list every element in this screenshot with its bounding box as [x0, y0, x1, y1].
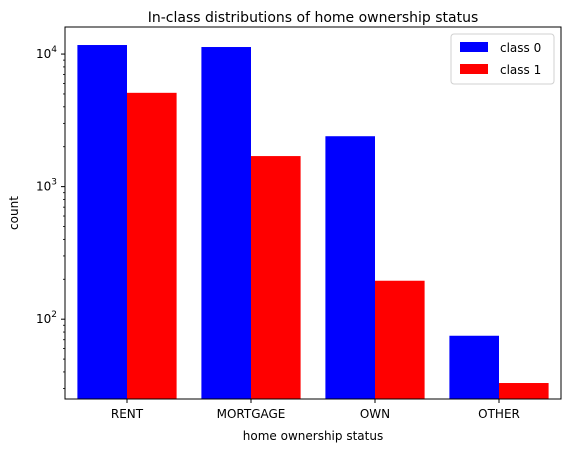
y-axis-label: count — [7, 196, 21, 230]
chart-title: In-class distributions of home ownership… — [148, 10, 479, 26]
legend-swatch-class-0 — [460, 42, 488, 52]
y-tick-label-10-4: 104 — [36, 45, 57, 61]
x-tick-label-mortgage: MORTGAGE — [217, 407, 286, 421]
bar-class-0-other — [449, 335, 499, 399]
legend-label-class-0: class 0 — [500, 41, 541, 55]
y-tick-label-10-3: 103 — [36, 178, 57, 194]
legend-label-class-1: class 1 — [500, 63, 541, 77]
bars-group — [77, 45, 549, 400]
x-tick-label-own: OWN — [360, 407, 390, 421]
x-tick-label-rent: RENT — [111, 407, 144, 421]
bar-class-1-own — [375, 280, 425, 399]
y-tick-label-10-2: 102 — [36, 310, 57, 326]
y-axis: 102 103 104 — [36, 45, 65, 389]
bar-class-1-mortgage — [251, 156, 301, 399]
x-axis: RENT MORTGAGE OWN OTHER — [111, 399, 520, 421]
bar-class-0-mortgage — [201, 47, 251, 400]
bar-class-0-own — [325, 136, 375, 399]
x-tick-label-other: OTHER — [478, 407, 520, 421]
legend-swatch-class-1 — [460, 64, 488, 74]
x-axis-label: home ownership status — [243, 429, 383, 443]
bar-class-0-rent — [77, 45, 127, 400]
legend: class 0 class 1 — [450, 33, 555, 85]
bar-class-1-rent — [127, 92, 177, 399]
bar-class-1-other — [499, 383, 549, 399]
plot-frame — [64, 26, 562, 400]
